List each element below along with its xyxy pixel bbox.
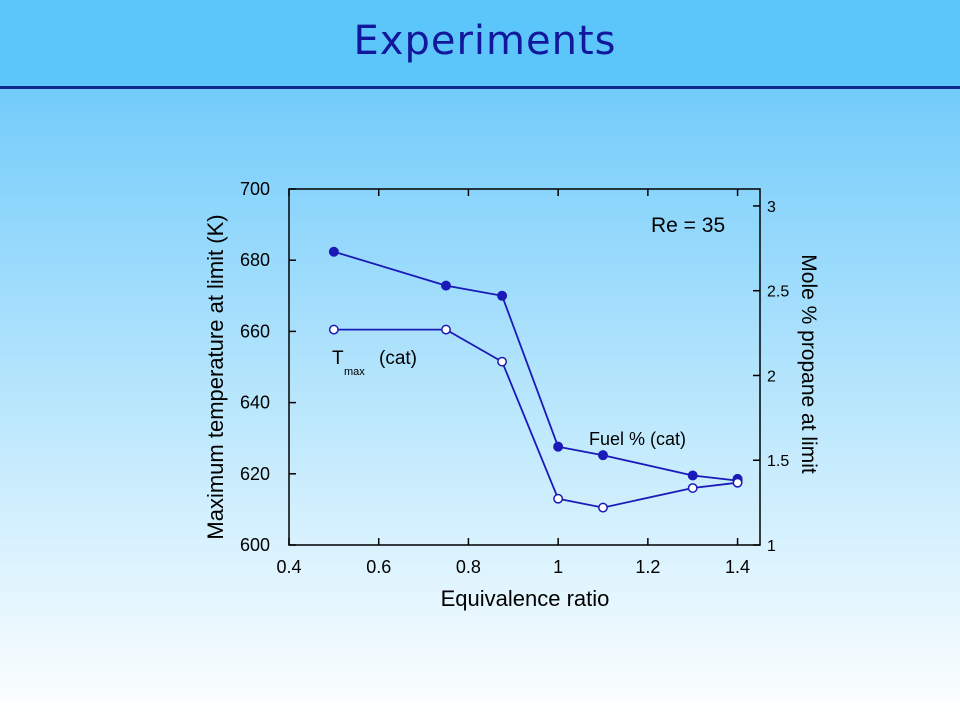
filled-marker bbox=[687, 470, 698, 481]
tmax-suffix: (cat) bbox=[379, 348, 417, 369]
open-marker bbox=[328, 324, 339, 335]
re-annotation: Re = 35 bbox=[651, 214, 725, 237]
fuel-label: Fuel % (cat) bbox=[589, 429, 686, 449]
y-tick-label: 660 bbox=[240, 321, 270, 341]
y2-tick-label: 1.5 bbox=[767, 453, 789, 470]
filled-marker bbox=[553, 441, 564, 452]
x-tick-label: 1.2 bbox=[635, 557, 660, 577]
y-tick-label: 700 bbox=[240, 179, 270, 199]
open-marker bbox=[687, 483, 698, 493]
x-tick-label: 0.6 bbox=[366, 557, 391, 577]
open-marker bbox=[441, 324, 451, 335]
open-marker bbox=[553, 493, 564, 504]
filled-marker bbox=[328, 246, 339, 257]
x-tick-label: 0.4 bbox=[276, 557, 301, 577]
open-marker bbox=[598, 502, 608, 513]
y2-tick-label: 2 bbox=[767, 368, 776, 385]
y-tick-label: 680 bbox=[240, 250, 270, 270]
x-axis-label: Equivalence ratio bbox=[441, 586, 610, 611]
y2-tick-label: 1 bbox=[767, 538, 776, 555]
title-bar bbox=[0, 0, 960, 89]
x-tick-label: 1.4 bbox=[725, 557, 750, 577]
tmax-label: T bbox=[332, 348, 344, 369]
x-tick-label: 0.8 bbox=[456, 557, 481, 577]
x-tick-label: 1 bbox=[553, 557, 563, 577]
filled-marker bbox=[598, 450, 608, 461]
open-marker bbox=[497, 356, 508, 367]
page-title: Experiments bbox=[353, 18, 617, 64]
y2-tick-label: 3 bbox=[767, 199, 776, 216]
y-tick-label: 620 bbox=[240, 464, 270, 484]
y-axis-label: Maximum temperature at limit (K) bbox=[203, 214, 228, 539]
filled-marker bbox=[497, 290, 508, 301]
y-tick-label: 600 bbox=[240, 535, 270, 555]
filled-marker bbox=[441, 280, 451, 291]
y-tick-label: 640 bbox=[240, 393, 270, 413]
y2-axis-label: Mole % propane at limit bbox=[797, 254, 820, 474]
y2-tick-label: 2.5 bbox=[767, 284, 789, 301]
plot-frame bbox=[288, 188, 761, 546]
tmax-subscript: max bbox=[344, 366, 365, 378]
open-marker bbox=[732, 477, 743, 488]
